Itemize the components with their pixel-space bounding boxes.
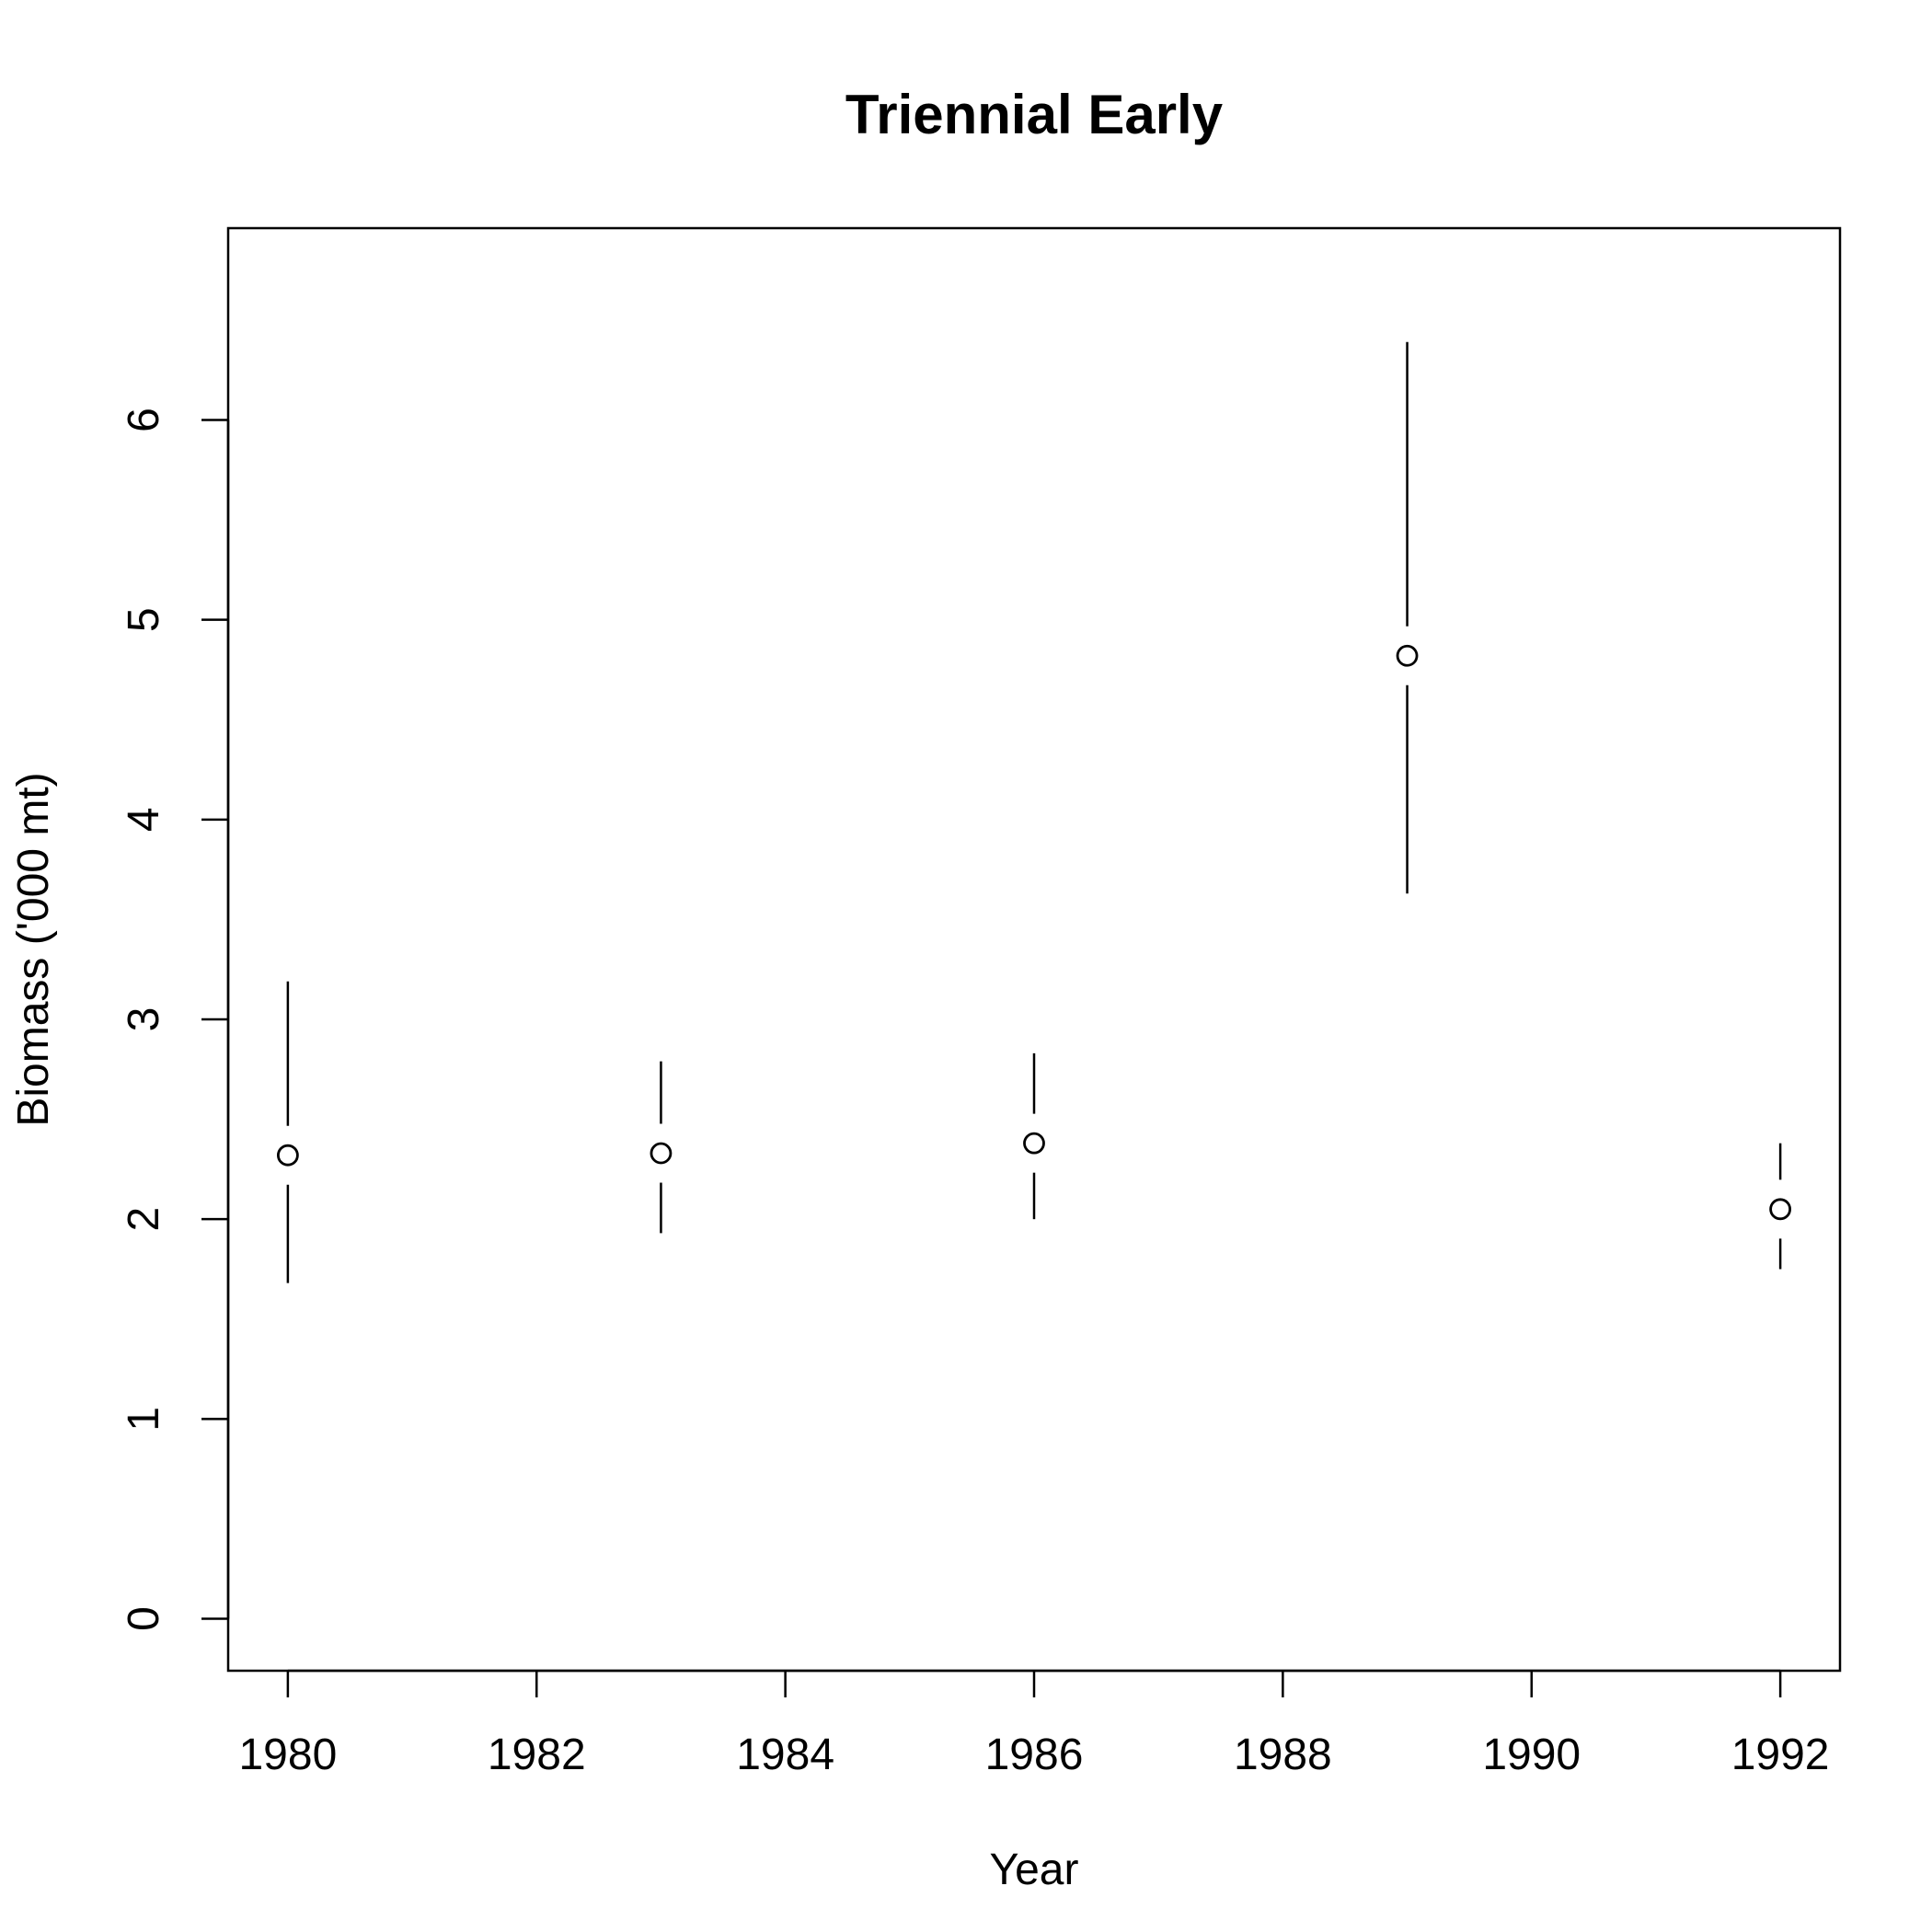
data-marks	[276, 341, 1792, 1283]
x-axis-label: Year	[990, 1846, 1079, 1894]
y-tick-label: 6	[120, 408, 168, 432]
y-tick-label: 3	[120, 1007, 168, 1032]
x-tick-label: 1980	[238, 1731, 337, 1779]
x-tick-label: 1992	[1731, 1731, 1830, 1779]
x-tick-label: 1984	[736, 1731, 834, 1779]
y-axis-label: Biomass ('000 mt)	[9, 772, 58, 1126]
x-axis: 1980 1982 1984 1986 1988 1990 1992	[238, 1669, 1830, 1779]
x-tick-label: 1986	[985, 1731, 1084, 1779]
y-tick-label: 4	[120, 807, 168, 832]
data-point	[650, 1142, 673, 1165]
chart-title: Triennial Early	[845, 84, 1224, 145]
y-tick-label: 0	[120, 1606, 168, 1631]
x-tick-label: 1982	[488, 1731, 586, 1779]
x-tick-label: 1988	[1234, 1731, 1332, 1779]
data-point	[1769, 1198, 1792, 1221]
x-tick-label: 1990	[1482, 1731, 1581, 1779]
y-tick-label: 2	[120, 1207, 168, 1232]
data-point	[276, 1144, 299, 1167]
y-axis: 0 1 2 3 4 5 6	[120, 408, 230, 1631]
y-tick-label: 1	[120, 1407, 168, 1432]
data-point	[1396, 644, 1419, 667]
y-tick-label: 5	[120, 607, 168, 632]
data-point	[1023, 1132, 1045, 1155]
